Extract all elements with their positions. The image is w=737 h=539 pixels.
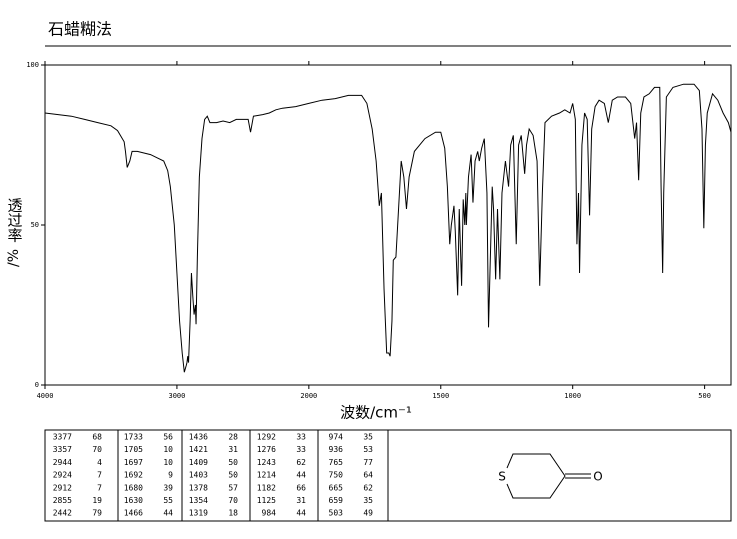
peak-wavenumber: 1214 [257,471,276,480]
y-tick-label: 50 [31,221,39,229]
x-tick-label: 1000 [564,392,581,400]
peak-wavenumber: 1692 [124,471,143,480]
peak-transmittance: 18 [228,509,238,518]
peak-wavenumber: 936 [329,445,344,454]
peak-transmittance: 4 [97,458,102,467]
peak-transmittance: 10 [163,445,173,454]
peak-wavenumber: 765 [329,458,344,467]
peak-transmittance: 70 [92,445,102,454]
peak-transmittance: 57 [228,483,238,492]
peak-wavenumber: 1409 [189,458,208,467]
peak-wavenumber: 1125 [257,496,276,505]
peak-transmittance: 68 [92,433,102,442]
peak-transmittance: 19 [92,496,102,505]
peak-transmittance: 56 [163,433,173,442]
peak-transmittance: 66 [296,483,306,492]
peak-transmittance: 55 [163,496,173,505]
peak-wavenumber: 1292 [257,433,276,442]
plot-frame [44,64,732,386]
peak-wavenumber: 3357 [53,445,72,454]
peak-transmittance: 53 [363,445,373,454]
peak-transmittance: 9 [168,471,173,480]
peak-transmittance: 77 [363,458,373,467]
peak-transmittance: 33 [296,433,306,442]
peak-wavenumber: 1403 [189,471,208,480]
peak-wavenumber: 3377 [53,433,72,442]
peak-transmittance: 44 [296,471,306,480]
peak-transmittance: 70 [228,496,238,505]
x-tick-label: 1500 [432,392,449,400]
y-axis-label: 透过率 [6,198,24,243]
peak-wavenumber: 659 [329,496,344,505]
peak-wavenumber: 503 [329,509,344,518]
peak-transmittance: 31 [296,496,306,505]
peak-wavenumber: 1680 [124,483,143,492]
peak-transmittance: 62 [296,458,306,467]
x-tick-label: 2000 [300,392,317,400]
peak-wavenumber: 2855 [53,496,72,505]
peak-wavenumber: 1466 [124,509,143,518]
peak-wavenumber: 2944 [53,458,72,467]
peak-wavenumber: 1436 [189,433,208,442]
x-tick-label: 4000 [37,392,54,400]
peak-wavenumber: 1243 [257,458,276,467]
peak-wavenumber: 1182 [257,483,276,492]
peak-transmittance: 44 [163,509,173,518]
peak-transmittance: 39 [163,483,173,492]
chart-title: 石蜡糊法 [48,20,112,39]
peak-wavenumber: 974 [329,433,344,442]
peak-transmittance: 50 [228,471,238,480]
peak-wavenumber: 1630 [124,496,143,505]
structure [506,453,591,499]
x-tick-label: 3000 [168,392,185,400]
peak-wavenumber: 1378 [189,483,208,492]
peak-wavenumber: 750 [329,471,344,480]
peak-wavenumber: 1733 [124,433,143,442]
peak-wavenumber: 665 [329,483,344,492]
peak-wavenumber: 2912 [53,483,72,492]
peak-transmittance: 35 [363,496,373,505]
x-tick-label: 500 [698,392,711,400]
atom-label: S [498,470,506,484]
peak-transmittance: 33 [296,445,306,454]
peak-wavenumber: 1421 [189,445,208,454]
peak-transmittance: 50 [228,458,238,467]
peak-wavenumber: 2924 [53,471,72,480]
peak-wavenumber: 984 [262,509,277,518]
y-axis-unit: /% [6,249,22,267]
peak-transmittance: 31 [228,445,238,454]
peak-transmittance: 62 [363,483,373,492]
peak-wavenumber: 1354 [189,496,208,505]
y-tick-label: 0 [35,381,39,389]
peak-wavenumber: 2442 [53,509,72,518]
peak-transmittance: 10 [163,458,173,467]
peak-transmittance: 28 [228,433,238,442]
y-tick-label: 100 [26,61,39,69]
peak-wavenumber: 1705 [124,445,143,454]
peak-wavenumber: 1276 [257,445,276,454]
spectrum-line [44,83,732,373]
atom-label: O [593,470,602,484]
peak-wavenumber: 1319 [189,509,208,518]
x-axis-label: 波数/cm⁻¹ [340,404,412,422]
peak-transmittance: 35 [363,433,373,442]
peak-transmittance: 7 [97,483,102,492]
peak-wavenumber: 1697 [124,458,143,467]
peak-transmittance: 7 [97,471,102,480]
ring-bond [506,453,566,499]
peak-transmittance: 64 [363,471,373,480]
peak-transmittance: 49 [363,509,373,518]
peak-transmittance: 44 [296,509,306,518]
peak-transmittance: 79 [92,509,102,518]
